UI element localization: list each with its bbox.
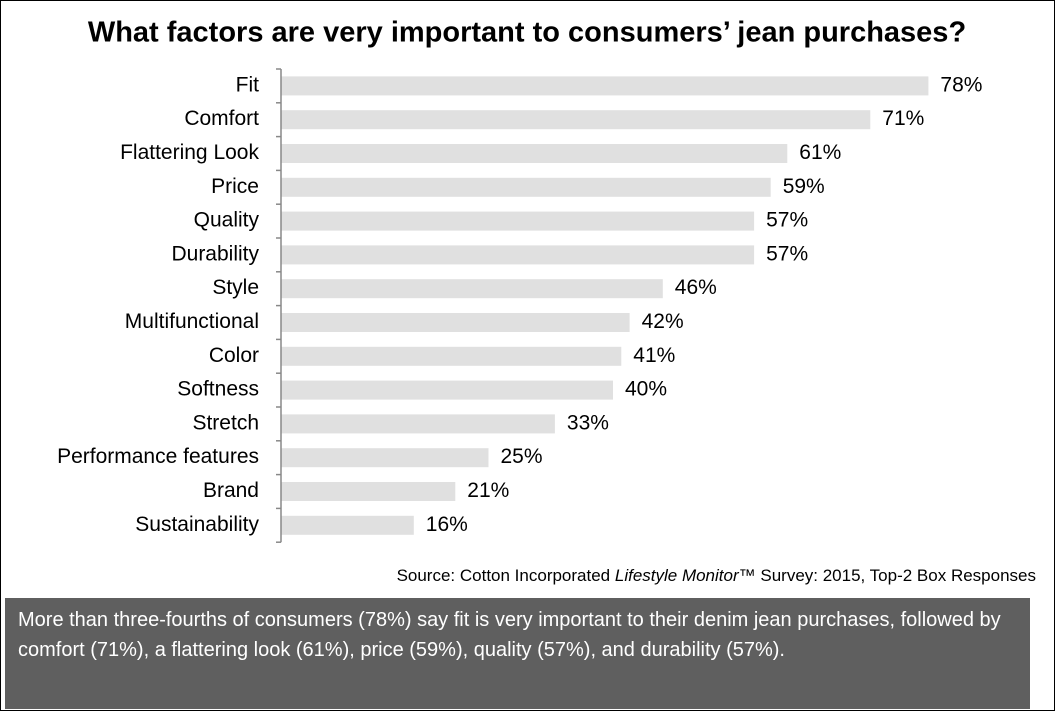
- bar: [281, 110, 871, 130]
- value-label: 21%: [467, 479, 509, 502]
- value-label: 59%: [783, 175, 825, 198]
- value-label: 71%: [882, 107, 924, 130]
- bar: [281, 346, 622, 366]
- value-label: 41%: [633, 344, 675, 367]
- category-label: Durability: [171, 242, 259, 265]
- value-label: 78%: [940, 73, 982, 96]
- bar: [281, 279, 663, 299]
- bar: [281, 380, 613, 400]
- value-label: 61%: [799, 141, 841, 164]
- category-label: Multifunctional: [125, 310, 259, 333]
- bar: [281, 177, 771, 197]
- value-label: 42%: [642, 310, 684, 333]
- chart-title: What factors are very important to consu…: [88, 17, 966, 49]
- category-label: Brand: [203, 479, 259, 502]
- source-prefix: Source: Cotton Incorporated: [396, 566, 615, 585]
- value-label: 33%: [567, 411, 609, 434]
- source-note: Source: Cotton Incorporated Lifestyle Mo…: [397, 566, 1036, 586]
- summary: More than three-fourths of consumers (78…: [5, 598, 1030, 709]
- value-label: 46%: [675, 276, 717, 299]
- source-italic: Lifestyle Monitor: [614, 566, 739, 585]
- category-label: Performance features: [57, 445, 259, 468]
- bar: [281, 515, 414, 535]
- category-label: Softness: [177, 378, 259, 401]
- value-label: 57%: [766, 209, 808, 232]
- category-label: Stretch: [192, 411, 259, 434]
- bar: [281, 482, 456, 501]
- category-label: Quality: [194, 209, 260, 232]
- category-label: Price: [211, 175, 259, 198]
- bar: [281, 245, 755, 265]
- value-label: 25%: [501, 445, 543, 468]
- bar: [281, 448, 489, 468]
- category-label: Comfort: [184, 107, 259, 130]
- bar: [281, 76, 929, 96]
- value-label: 57%: [766, 242, 808, 265]
- category-label: Style: [212, 276, 259, 299]
- category-label: Color: [209, 344, 259, 367]
- source-suffix: ™ Survey: 2015, Top-2 Box Responses: [738, 566, 1036, 585]
- bar: [281, 414, 555, 434]
- category-label: Flattering Look: [120, 141, 259, 164]
- bar: [281, 313, 630, 332]
- value-label: 16%: [426, 513, 468, 536]
- category-label: Fit: [236, 73, 259, 96]
- value-label: 40%: [625, 378, 667, 401]
- bar: [281, 144, 788, 163]
- chart: What factors are very important to consu…: [57, 17, 982, 543]
- category-label: Sustainability: [135, 513, 259, 536]
- bar: [281, 211, 755, 231]
